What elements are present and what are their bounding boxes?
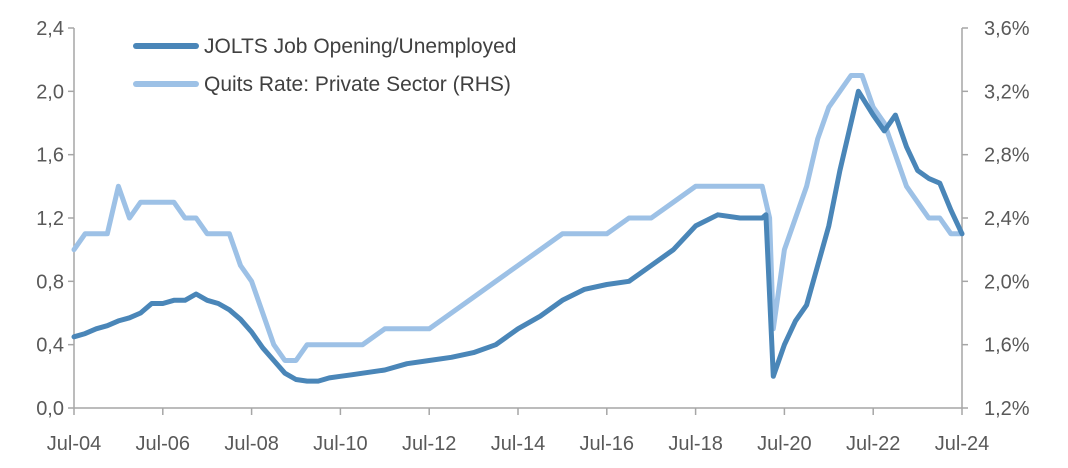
x-tick-label: Jul-20 [757, 433, 811, 455]
x-tick-label: Jul-14 [491, 433, 545, 455]
x-tick-label: Jul-12 [402, 433, 456, 455]
x-tick-label: Jul-22 [846, 433, 900, 455]
right-y-tick-label: 1,2% [984, 398, 1030, 420]
x-tick-label: Jul-08 [224, 433, 278, 455]
series-line-quits [71, 73, 965, 363]
right-y-tick-label: 1,6% [984, 335, 1030, 357]
legend-label-jolts: JOLTS Job Opening/Unemployed [204, 35, 516, 58]
x-tick-label: Jul-18 [668, 433, 722, 455]
x-tick-label: Jul-10 [313, 433, 367, 455]
x-tick-label: Jul-04 [47, 433, 101, 455]
legend-label-quits: Quits Rate: Private Sector (RHS) [204, 73, 511, 96]
series-layer [71, 73, 965, 384]
left-y-tick-label: 1,6 [36, 145, 64, 167]
left-y-tick-label: 0,8 [36, 271, 64, 293]
left-y-tick-label: 0,4 [36, 335, 64, 357]
left-y-tick-label: 2,0 [36, 81, 64, 103]
left-y-tick-label: 0,0 [36, 398, 64, 420]
x-tick-label: Jul-24 [935, 433, 989, 455]
legend: JOLTS Job Opening/Unemployed Quits Rate:… [133, 35, 516, 96]
x-tick-labels: Jul-04 Jul-06 Jul-08 Jul-10 Jul-12 Jul-14 Jul-… [47, 408, 989, 455]
right-y-tick-label: 3,6% [984, 18, 1030, 40]
right-y-tick-labels: 1,2% 1,6% 2,0% 2,4% 2,8% 3,2% 3,6% [962, 18, 1030, 420]
right-y-tick-label: 2,4% [984, 208, 1030, 230]
x-tick-label: Jul-16 [580, 433, 634, 455]
left-y-tick-label: 1,2 [36, 208, 64, 230]
left-y-tick-label: 2,4 [36, 18, 64, 40]
left-y-tick-labels: 0,0 0,4 0,8 1,2 1,6 2,0 2,4 [36, 18, 74, 420]
right-y-tick-label: 2,8% [984, 145, 1030, 167]
right-y-tick-label: 3,2% [984, 81, 1030, 103]
series-line-jolts [71, 88, 965, 384]
right-y-tick-label: 2,0% [984, 271, 1030, 293]
x-tick-label: Jul-06 [136, 433, 190, 455]
